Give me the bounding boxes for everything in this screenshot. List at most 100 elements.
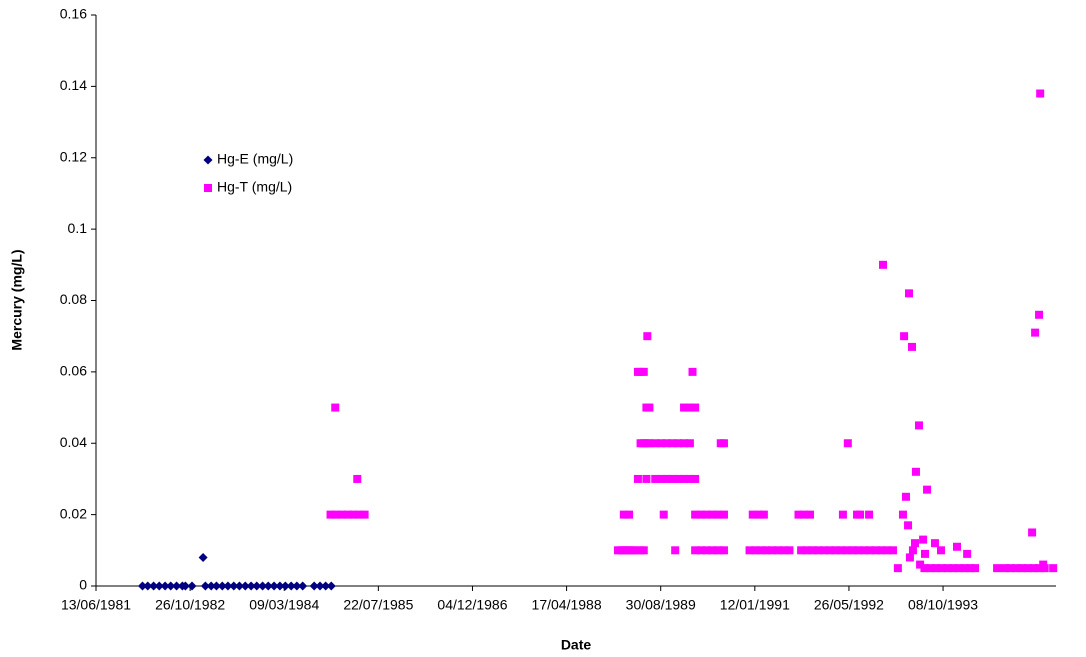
data-point xyxy=(860,546,869,555)
data-point xyxy=(298,581,308,591)
data-point xyxy=(229,581,239,591)
data-point xyxy=(937,564,946,573)
data-point xyxy=(814,546,823,555)
data-point xyxy=(240,581,250,591)
data-point xyxy=(680,439,689,448)
data-point xyxy=(748,510,757,519)
data-point xyxy=(800,510,809,519)
data-point xyxy=(642,474,651,483)
x-tick-label: 22/07/1985 xyxy=(343,597,413,613)
data-point xyxy=(696,546,705,555)
data-point xyxy=(898,510,907,519)
data-point xyxy=(805,510,814,519)
data-point xyxy=(877,546,886,555)
data-point xyxy=(149,581,159,591)
legend-label: Hg-E (mg/L) xyxy=(217,151,293,167)
y-tick-label: 0.08 xyxy=(60,291,87,307)
data-point xyxy=(1006,564,1015,573)
data-point xyxy=(200,581,210,591)
data-point xyxy=(719,546,728,555)
data-point xyxy=(234,581,244,591)
data-point xyxy=(751,546,760,555)
data-point xyxy=(166,581,176,591)
data-point xyxy=(825,546,834,555)
legend-marker xyxy=(204,184,212,192)
data-point xyxy=(639,546,648,555)
data-point xyxy=(211,581,221,591)
x-tick-label: 13/06/1981 xyxy=(61,597,131,613)
x-tick-label: 30/08/1989 xyxy=(626,597,696,613)
data-point xyxy=(286,581,296,591)
data-point xyxy=(292,581,302,591)
data-point xyxy=(802,546,811,555)
data-point xyxy=(843,439,852,448)
y-axis-title: Mercury (mg/L) xyxy=(9,249,25,350)
data-point xyxy=(779,546,788,555)
data-point xyxy=(1017,564,1026,573)
data-point xyxy=(691,546,700,555)
data-point xyxy=(353,474,362,483)
data-point xyxy=(757,546,766,555)
data-point xyxy=(668,439,677,448)
data-point xyxy=(762,546,771,555)
x-tick-label: 26/10/1982 xyxy=(155,597,225,613)
data-point xyxy=(198,552,208,562)
data-point xyxy=(1023,564,1032,573)
data-point xyxy=(919,535,928,544)
data-point xyxy=(848,546,857,555)
data-point xyxy=(820,546,829,555)
data-point xyxy=(1039,560,1048,569)
data-point xyxy=(662,439,671,448)
data-point xyxy=(708,546,717,555)
x-tick-label: 04/12/1986 xyxy=(437,597,507,613)
data-point xyxy=(901,492,910,501)
data-point xyxy=(908,342,916,351)
data-point xyxy=(280,581,290,591)
data-point xyxy=(691,403,700,412)
data-point xyxy=(785,546,794,555)
data-point xyxy=(180,581,190,591)
data-point xyxy=(263,581,273,591)
data-point xyxy=(920,549,929,558)
data-point xyxy=(691,510,700,519)
data-point xyxy=(866,546,875,555)
data-point xyxy=(349,510,358,519)
data-point xyxy=(904,289,913,298)
data-point xyxy=(911,467,920,476)
data-point xyxy=(808,546,817,555)
data-point xyxy=(619,510,628,519)
data-point xyxy=(930,539,939,548)
data-point xyxy=(172,581,182,591)
data-point xyxy=(856,510,865,519)
data-point xyxy=(685,403,694,412)
data-point xyxy=(1028,528,1037,537)
y-tick-label: 0.14 xyxy=(60,77,87,93)
x-tick-label: 12/01/1991 xyxy=(720,597,790,613)
data-point xyxy=(332,510,341,519)
data-point xyxy=(1035,310,1044,319)
data-point xyxy=(1036,89,1045,98)
data-point xyxy=(217,581,227,591)
data-point xyxy=(223,581,233,591)
data-point xyxy=(879,260,888,269)
data-point xyxy=(714,546,723,555)
x-tick-label: 26/05/1992 xyxy=(814,597,884,613)
data-point xyxy=(719,439,728,448)
data-point xyxy=(258,581,268,591)
data-point xyxy=(338,510,347,519)
y-tick-label: 0.04 xyxy=(60,434,87,450)
data-point xyxy=(831,546,840,555)
data-point xyxy=(643,332,652,341)
data-point xyxy=(971,564,980,573)
data-point xyxy=(842,546,851,555)
data-point xyxy=(651,439,660,448)
data-point xyxy=(904,521,913,530)
data-point xyxy=(657,474,666,483)
data-point xyxy=(914,421,923,430)
data-point xyxy=(916,560,925,569)
y-tick-label: 0.12 xyxy=(60,148,87,164)
data-point xyxy=(154,581,164,591)
data-point xyxy=(759,510,768,519)
data-point xyxy=(949,564,958,573)
data-point xyxy=(955,564,964,573)
